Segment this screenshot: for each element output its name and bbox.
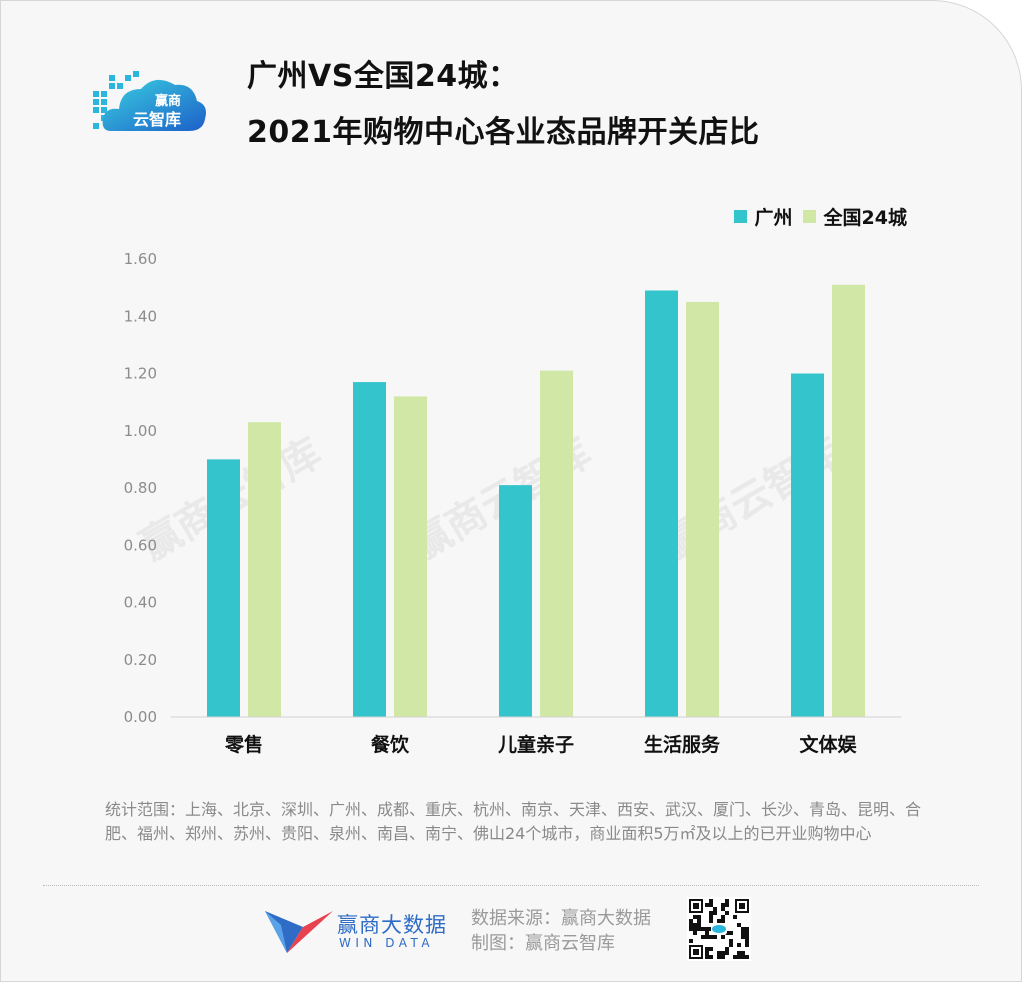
y-tick-label: 1.00 (124, 422, 157, 440)
y-tick-label: 0.60 (124, 536, 157, 554)
footer-divider (43, 885, 979, 886)
brand-logo: 赢商大数据 WIN DATA (263, 905, 453, 961)
chart-title: 广州VS全国24城： 2021年购物中心各业态品牌开关店比 (247, 49, 760, 161)
brand-mark-icon (265, 911, 333, 953)
footnote-scope: 统计范围：上海、北京、深圳、广州、成都、重庆、杭州、南京、天津、西安、武汉、厦门… (105, 800, 922, 843)
x-tick-label: 儿童亲子 (497, 733, 574, 756)
logo-text-bottom: 云智库 (133, 110, 181, 129)
legend-label-national: 全国24城 (823, 207, 907, 229)
legend-label-guangzhou: 广州 (754, 207, 793, 229)
legend-swatch-national (802, 210, 816, 223)
brand-subtitle: WIN DATA (339, 936, 435, 950)
qr-code-icon (687, 897, 751, 961)
y-tick-label: 0.80 (124, 479, 157, 497)
bar-guangzhou-4 (791, 373, 824, 717)
y-tick-label: 1.40 (124, 307, 157, 325)
y-tick-label: 0.00 (124, 708, 157, 726)
cloud-logo-icon: 赢商 云智库 (93, 71, 206, 131)
x-tick-label: 文体娱 (799, 733, 857, 756)
bar-national-4 (832, 284, 865, 717)
bars (207, 284, 865, 717)
bar-chart: 赢商云智库赢商云智库赢商云智库 0.00 0.20 0.40 0.60 0.80 1.00… (124, 250, 901, 756)
made-by-line: 制图：赢商云智库 (471, 933, 615, 954)
title-line-2: 2021年购物中心各业态品牌开关店比 (247, 115, 760, 150)
bar-guangzhou-3 (645, 290, 678, 717)
legend: 广州 全国24城 (733, 203, 907, 230)
bar-national-0 (248, 422, 281, 717)
source-info: 数据来源：赢商大数据 制图：赢商云智库 (471, 906, 651, 956)
x-tick-label: 生活服务 (644, 733, 721, 756)
legend-item-guangzhou: 广州 (733, 203, 793, 230)
y-tick-label: 0.20 (124, 651, 157, 669)
y-tick-label: 0.40 (124, 594, 157, 612)
x-tick-label: 零售 (224, 733, 263, 756)
bar-national-1 (394, 396, 427, 717)
bar-guangzhou-1 (353, 382, 386, 717)
x-axis: 零售 餐饮 儿童亲子 生活服务 文体娱 (171, 716, 901, 756)
y-tick-label: 1.20 (124, 365, 157, 383)
y-tick-label: 1.60 (124, 250, 157, 268)
source-line: 数据来源：赢商大数据 (471, 908, 651, 929)
title-line-1: 广州VS全国24城： (247, 59, 519, 94)
brand-name: 赢商大数据 (337, 913, 447, 937)
bar-national-2 (540, 370, 573, 717)
bar-guangzhou-0 (207, 459, 240, 717)
logo-text-top: 赢商 (155, 93, 181, 109)
legend-swatch-guangzhou (733, 210, 747, 223)
bar-guangzhou-2 (499, 485, 532, 717)
bar-national-3 (686, 301, 719, 717)
watermark-layer: 赢商云智库赢商云智库赢商云智库 (133, 430, 849, 570)
x-tick-label: 餐饮 (371, 733, 410, 756)
y-axis: 0.00 0.20 0.40 0.60 0.80 1.00 1.20 1.40 1.60 (124, 250, 157, 726)
legend-item-national: 全国24城 (802, 203, 907, 230)
